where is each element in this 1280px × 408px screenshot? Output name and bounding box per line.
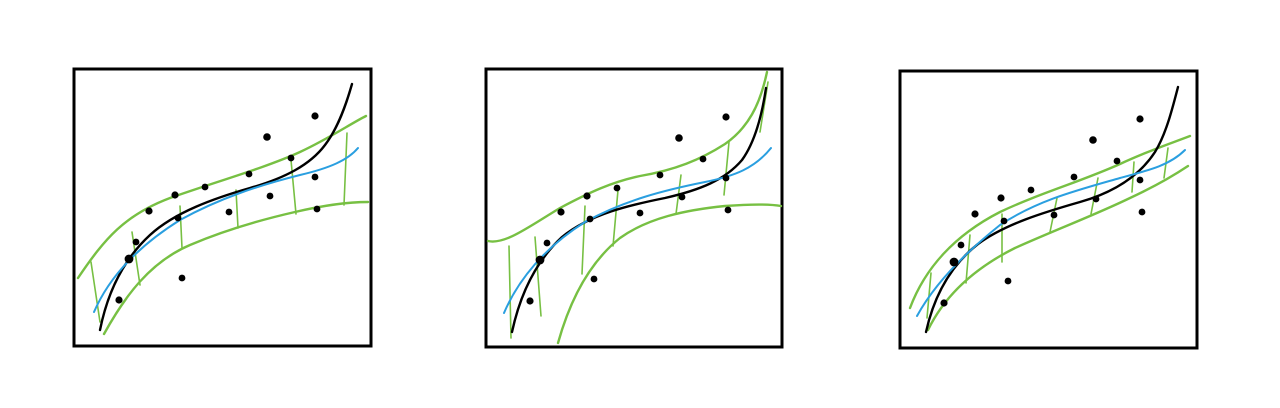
data-point (145, 207, 153, 215)
band-tick (581, 205, 586, 275)
panel-3-frame (898, 69, 1199, 350)
data-point (124, 254, 134, 264)
panel-2-band-ticks (508, 81, 769, 339)
band-tick (290, 159, 297, 215)
data-point (583, 192, 591, 200)
data-point (526, 297, 534, 305)
data-point (997, 194, 1005, 202)
data-point (115, 296, 123, 304)
panel-1-lower-band (102, 200, 370, 336)
data-point (245, 170, 253, 178)
data-point (1113, 157, 1121, 165)
panel-3-upper-band (908, 134, 1192, 310)
band-tick (508, 245, 512, 339)
band-tick (343, 132, 348, 206)
data-point (311, 112, 319, 120)
panel-2-data-points (526, 113, 732, 305)
panel-1 (72, 67, 373, 348)
panel-2-fitted-curve (503, 147, 772, 314)
data-point (957, 241, 965, 249)
data-point (225, 208, 233, 216)
data-point (132, 238, 140, 246)
data-point (613, 184, 621, 192)
data-point (201, 183, 209, 191)
panel-1-data-points (115, 112, 321, 304)
panel-2-frame (484, 67, 784, 349)
data-point (557, 208, 565, 216)
band-tick (534, 236, 542, 317)
data-point (590, 275, 598, 283)
data-point (266, 192, 274, 200)
data-point (940, 299, 948, 307)
data-point (1027, 186, 1035, 194)
data-point (178, 274, 186, 282)
data-point (1000, 217, 1008, 225)
panel-3-true-curve (924, 85, 1180, 334)
data-point (722, 174, 730, 182)
data-point (1136, 176, 1144, 184)
panel-2-upper-band (486, 70, 769, 243)
band-tick (723, 141, 730, 196)
data-point (174, 214, 182, 222)
data-point (722, 113, 730, 121)
band-tick (90, 261, 101, 323)
data-point (1004, 277, 1012, 285)
data-point (313, 205, 321, 213)
panel-1-fitted-curve (93, 147, 359, 313)
data-point (1070, 173, 1078, 181)
data-point (586, 215, 594, 223)
data-point (699, 155, 707, 163)
panel-2-true-curve (510, 86, 768, 334)
data-point (1089, 136, 1097, 144)
data-point (1050, 211, 1058, 219)
panel-2-lower-band (556, 203, 783, 345)
data-point (1136, 115, 1144, 123)
band-tick (179, 205, 183, 249)
data-point (949, 257, 959, 267)
panel-2 (484, 67, 784, 349)
band-tick (235, 189, 239, 229)
data-point (971, 210, 979, 218)
panel-3-fitted-curve (916, 149, 1186, 317)
data-point (311, 173, 319, 181)
data-point (543, 239, 551, 247)
data-point (678, 193, 686, 201)
data-point (287, 154, 295, 162)
panel-3 (898, 69, 1199, 350)
data-point (675, 134, 683, 142)
data-point (656, 171, 664, 179)
data-point (171, 191, 179, 199)
data-point (1138, 208, 1146, 216)
panel-3-lower-band (926, 164, 1190, 332)
data-point (724, 206, 732, 214)
data-point (636, 209, 644, 217)
data-point (263, 133, 271, 141)
panel-1-frame (72, 67, 373, 348)
band-tick (965, 234, 971, 284)
band-tick (612, 189, 619, 247)
panel-3-data-points (940, 115, 1146, 307)
data-point (1092, 195, 1100, 203)
data-point (535, 255, 545, 265)
